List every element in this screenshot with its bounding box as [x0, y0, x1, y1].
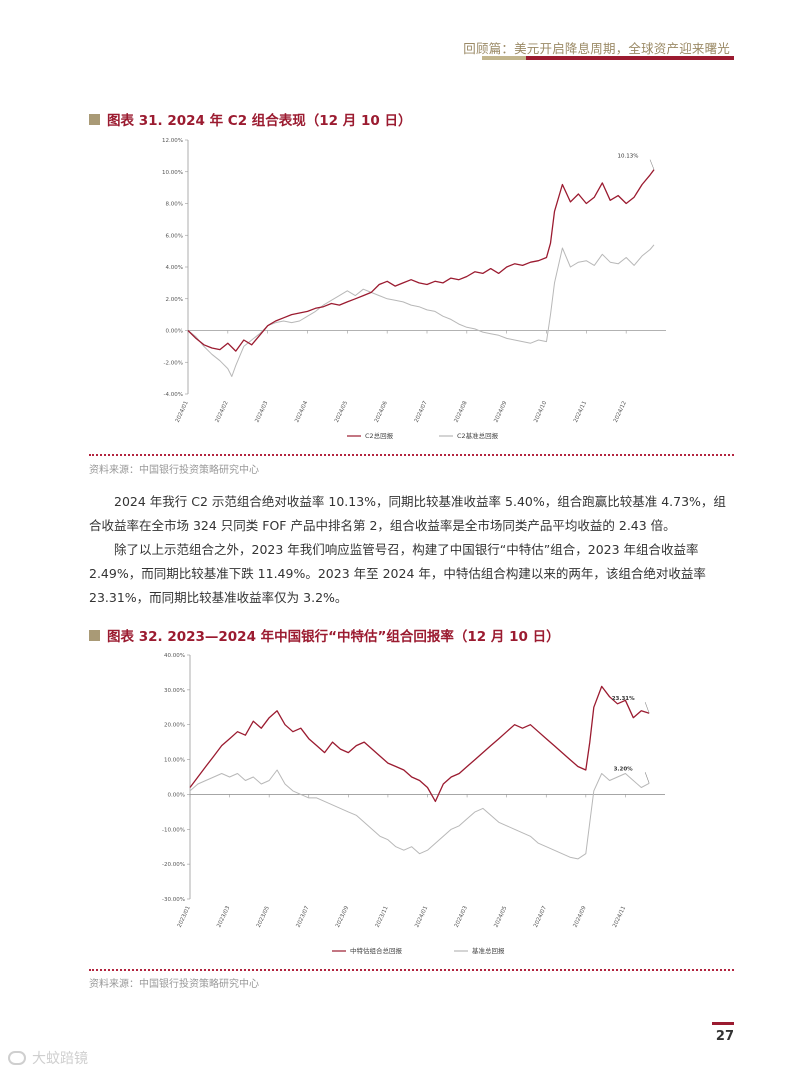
dotted-divider	[89, 969, 734, 971]
x-tick-label: 2023/11	[375, 905, 390, 928]
x-tick-label: 2023/07	[295, 905, 310, 929]
y-tick-label: 10.00%	[164, 758, 185, 764]
annotation-leader	[644, 702, 650, 714]
y-tick-label: 20.00%	[164, 723, 185, 729]
y-tick-label: 0.00%	[168, 792, 185, 798]
x-tick-label: 2023/05	[256, 905, 271, 929]
x-tick-label: 2024/09	[573, 905, 588, 929]
x-tick-label: 2024/11	[573, 400, 588, 423]
legend-label: C2总回报	[365, 431, 394, 440]
x-tick-label: 2024/03	[454, 905, 469, 929]
series-line-benchmark	[187, 244, 655, 377]
watermark-logo-icon	[8, 1051, 26, 1065]
x-tick-label: 2023/09	[335, 905, 350, 929]
series-line-portfolio	[187, 169, 655, 352]
x-tick-label: 2023/01	[177, 905, 192, 928]
figure-32-title-text: 图表 32. 2023—2024 年中国银行“中特估”组合回报率（12 月 10…	[107, 629, 560, 645]
x-tick-label: 2024/11	[612, 905, 627, 928]
legend-label: 基准总回报	[472, 946, 505, 955]
y-tick-label: 0.00%	[166, 329, 183, 335]
y-tick-label: -20.00%	[162, 862, 185, 868]
figure-31-title: 图表 31. 2024 年 C2 组合表现（12 月 10 日）	[89, 109, 411, 129]
x-tick-label: 2024/07	[414, 400, 429, 424]
y-tick-label: -10.00%	[162, 827, 185, 833]
body-paragraph-2: 除了以上示范组合之外，2023 年我们响应监管号召，构建了中国银行“中特估”组合…	[89, 542, 706, 605]
y-tick-label: -30.00%	[162, 897, 185, 903]
x-tick-label: 2024/01	[414, 905, 429, 928]
dotted-divider	[89, 454, 734, 456]
page-number-rule	[712, 1022, 734, 1025]
data-label: 10.13%	[618, 154, 639, 160]
y-tick-label: -4.00%	[164, 392, 183, 398]
y-tick-label: 40.00%	[164, 653, 185, 659]
watermark: 大蚊踣镜	[8, 1048, 88, 1068]
data-label: 3.20%	[614, 766, 634, 772]
x-tick-label: 2024/03	[254, 400, 269, 424]
y-tick-label: 2.00%	[166, 297, 183, 303]
x-tick-label: 2024/04	[294, 400, 309, 424]
c2-performance-chart: 12.00% 10.00% 8.00% 6.00% 4.00% 2.00% 0.00% -2.…	[162, 138, 666, 440]
x-tick-label: 2024/01	[175, 400, 190, 423]
y-tick-label: 6.00%	[166, 233, 183, 239]
title-marker	[89, 629, 100, 641]
y-tick-label: 12.00%	[162, 138, 183, 144]
figure-32-source: 资料来源：中国银行投资策略研究中心	[89, 979, 259, 990]
figure-32-title: 图表 32. 2023—2024 年中国银行“中特估”组合回报率（12 月 10…	[89, 625, 560, 645]
x-tick-label: 2024/02	[215, 400, 230, 423]
legend-label: C2基准总回报	[457, 431, 499, 440]
figure-31-source: 资料来源：中国银行投资策略研究中心	[89, 465, 259, 476]
data-label: 23.31%	[612, 696, 635, 702]
title-marker	[89, 113, 100, 125]
header-title: 回顾篇：美元开启降息周期，全球资产迎来曙光	[463, 41, 730, 56]
x-tick-label: 2024/07	[533, 905, 548, 929]
x-tick-label: 2024/06	[374, 400, 389, 424]
zhongteguo-return-chart: 40.00% 30.00% 20.00% 10.00% 0.00% -10.00% -20.…	[162, 653, 665, 955]
y-tick-label: 4.00%	[166, 265, 183, 271]
header-rule	[482, 56, 734, 60]
y-tick-label: -2.00%	[164, 360, 183, 366]
x-tick-label: 2024/08	[454, 400, 469, 424]
legend-label: 中特估组合总回报	[350, 946, 403, 955]
annotation-leader	[649, 159, 655, 170]
y-tick-label: 10.00%	[162, 170, 183, 176]
series-line-portfolio	[189, 685, 650, 803]
y-tick-label: 8.00%	[166, 202, 183, 208]
body-paragraph-1: 2024 年我行 C2 示范组合绝对收益率 10.13%，同期比较基准收益率 5…	[89, 494, 726, 533]
watermark-text: 大蚊踣镜	[32, 1051, 88, 1067]
x-tick-label: 2024/09	[493, 400, 508, 424]
series-line-benchmark	[189, 769, 650, 860]
x-tick-label: 2024/05	[334, 400, 349, 424]
y-tick-label: 30.00%	[164, 688, 185, 694]
x-tick-label: 2024/12	[613, 400, 628, 423]
x-tick-label: 2023/03	[216, 905, 231, 929]
x-tick-label: 2024/10	[533, 400, 548, 424]
x-tick-label: 2024/05	[493, 905, 508, 929]
figure-31-title-text: 图表 31. 2024 年 C2 组合表现（12 月 10 日）	[107, 113, 412, 129]
annotation-leader	[644, 772, 650, 784]
page-number: 27	[715, 1029, 734, 1044]
